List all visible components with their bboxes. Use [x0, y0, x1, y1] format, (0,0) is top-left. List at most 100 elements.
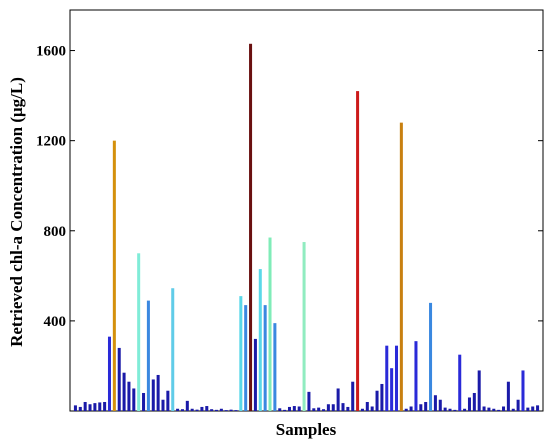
bar-sample-37	[249, 43, 253, 411]
bar-sample-46	[292, 406, 296, 411]
y-tick-label: 1200	[36, 134, 66, 150]
y-axis-ticks: 400 800 1200 1600	[36, 44, 543, 330]
bar-sample-16	[146, 300, 150, 411]
bar-sample-53	[326, 404, 330, 411]
bar-sample-2	[78, 406, 82, 411]
bar-sample-3	[83, 401, 87, 411]
bar-sample-73	[424, 401, 428, 411]
bar-sample-57	[346, 406, 350, 411]
bar-sample-67	[394, 345, 399, 411]
bar-sample-34	[234, 410, 238, 411]
bar-sample-58	[351, 381, 355, 411]
y-tick-label: 400	[44, 314, 67, 330]
bar-sample-44	[283, 409, 287, 411]
bar-sample-23	[180, 409, 184, 411]
bar-sample-13	[132, 388, 136, 411]
bar-sample-51	[317, 407, 321, 411]
bar-sample-20	[166, 390, 170, 411]
bar-sample-92	[516, 399, 520, 411]
bar-sample-36	[244, 305, 248, 411]
bar-sample-59	[356, 91, 360, 411]
bar-sample-22	[176, 408, 180, 411]
bar-sample-64	[380, 383, 384, 411]
bar-sample-75	[433, 395, 437, 411]
bar-sample-78	[448, 408, 452, 411]
bars-group	[73, 43, 540, 411]
bar-sample-74	[429, 302, 433, 411]
bar-sample-19	[161, 399, 165, 411]
bar-sample-86	[487, 407, 491, 411]
bar-sample-28	[205, 406, 209, 411]
bar-sample-93	[521, 370, 525, 411]
bar-sample-76	[438, 399, 442, 411]
bar-sample-6	[98, 402, 102, 411]
bar-sample-79	[453, 409, 457, 411]
bar-sample-48	[302, 242, 306, 411]
bar-sample-63	[375, 390, 379, 411]
bar-sample-90	[506, 381, 510, 411]
bar-sample-26	[195, 409, 199, 411]
bar-sample-15	[142, 392, 146, 411]
bar-sample-45	[287, 406, 291, 411]
bar-sample-55	[336, 388, 340, 411]
bar-sample-87	[492, 408, 496, 411]
bar-sample-40	[263, 305, 267, 411]
bar-sample-69	[404, 408, 408, 411]
bar-sample-8	[107, 336, 111, 411]
bar-sample-4	[88, 404, 92, 411]
bar-sample-94	[526, 407, 530, 411]
bar-sample-80	[458, 354, 462, 411]
bar-sample-68	[399, 122, 403, 411]
bar-sample-81	[463, 408, 467, 411]
y-tick-label: 800	[44, 224, 67, 240]
bar-sample-65	[385, 345, 389, 411]
bar-sample-47	[297, 406, 301, 411]
bar-sample-85	[482, 406, 486, 411]
bar-sample-17	[151, 379, 155, 411]
bar-sample-30	[215, 409, 219, 411]
bar-sample-33	[229, 409, 233, 411]
y-axis-label: Retrieved chl-a Concentration (μg/L)	[7, 77, 26, 347]
bar-sample-66	[390, 368, 394, 411]
bar-sample-14	[137, 253, 141, 411]
bar-sample-10	[117, 347, 121, 411]
bar-sample-27	[200, 406, 204, 411]
bar-sample-35	[239, 296, 243, 411]
bar-sample-89	[502, 406, 506, 411]
bar-sample-49	[307, 391, 311, 411]
bar-sample-72	[419, 404, 423, 411]
bar-sample-39	[258, 269, 262, 411]
bar-sample-42	[273, 323, 277, 411]
bar-sample-62	[370, 406, 374, 411]
bar-sample-88	[497, 409, 501, 411]
bar-sample-60	[360, 408, 364, 411]
bar-sample-77	[443, 407, 447, 411]
bar-sample-32	[224, 410, 228, 411]
bar-sample-41	[268, 237, 272, 411]
bar-sample-24	[185, 400, 189, 411]
y-tick-label: 1600	[36, 44, 66, 60]
bar-sample-21	[171, 288, 175, 411]
bar-sample-25	[190, 408, 194, 411]
bar-sample-83	[472, 392, 476, 411]
bar-sample-61	[365, 401, 369, 411]
bar-sample-18	[156, 374, 160, 411]
bar-sample-70	[409, 406, 413, 411]
bar-sample-29	[210, 409, 214, 411]
bar-sample-5	[93, 403, 97, 411]
bar-sample-96	[536, 405, 540, 411]
bar-sample-43	[278, 408, 282, 411]
bar-sample-84	[477, 370, 481, 411]
bar-sample-95	[531, 406, 535, 411]
plot-area	[69, 9, 544, 412]
bar-sample-52	[322, 409, 326, 411]
bar-sample-1	[73, 405, 77, 411]
bar-sample-82	[467, 397, 471, 411]
bar-sample-54	[331, 404, 335, 411]
bar-sample-31	[219, 408, 223, 411]
bar-sample-9	[112, 140, 116, 411]
bar-sample-50	[312, 408, 316, 411]
x-axis-label: Samples	[276, 420, 337, 439]
bar-sample-38	[253, 338, 257, 411]
